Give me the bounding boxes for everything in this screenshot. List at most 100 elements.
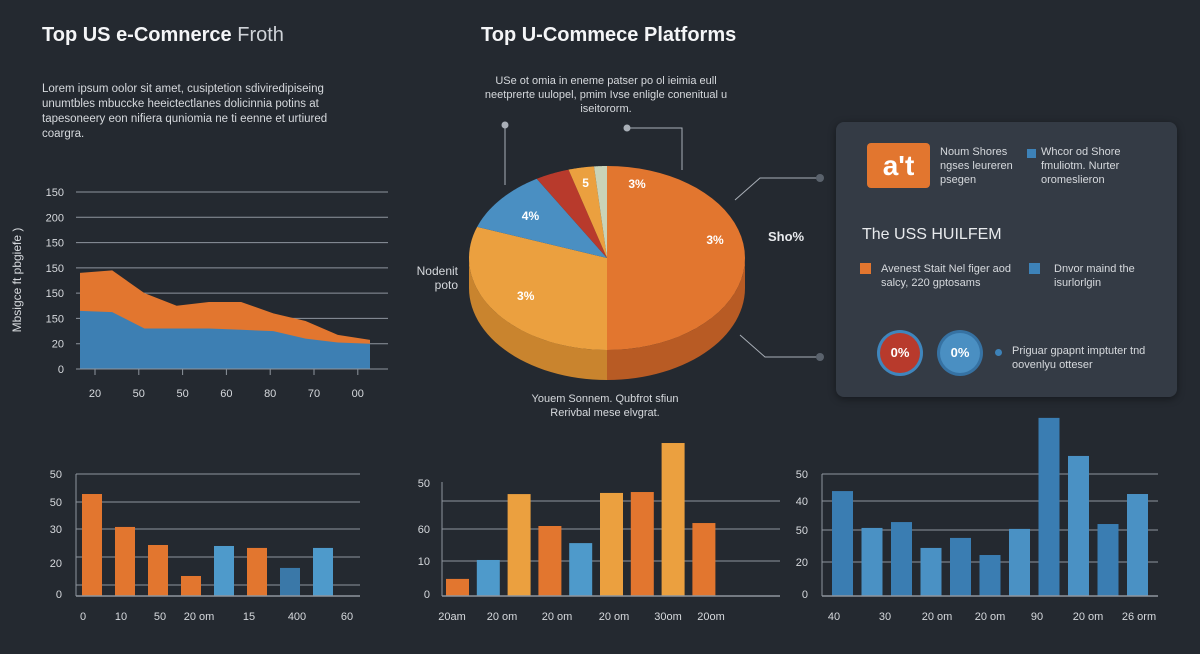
pie-slice-label: 3% — [628, 177, 646, 191]
progress-ring-blue: 0% — [940, 333, 980, 373]
x-tick-label: 20 om — [975, 611, 1006, 623]
x-tick-label: 20 om — [542, 611, 573, 623]
panel-legend1: Avenest Stait Nel figer aod salcy, 220 g… — [881, 263, 1012, 289]
y-tick-label: 150 — [46, 263, 64, 275]
connector-dot — [816, 353, 824, 361]
platforms-title: Top U-Commece Platforms — [481, 24, 737, 46]
x-tick-label: 20am — [438, 611, 466, 623]
bar-chart-2: 0 10 60 50 20am 20 om 20 om 20 om 30om 20om — [418, 443, 780, 623]
bar — [692, 523, 716, 596]
x-tick-label: 60 — [220, 388, 232, 400]
y-tick-label: 30 — [50, 524, 62, 536]
panel-heading: The USS HUILFEM — [862, 226, 1002, 243]
connector-dot — [816, 174, 824, 182]
x-tick-label: 30 — [879, 611, 891, 623]
bar — [446, 578, 469, 596]
pie-chart: 3% 3% 4% 5 3% — [469, 121, 824, 380]
connector-line — [627, 127, 683, 170]
y-tick-label: 150 — [46, 313, 64, 325]
bar — [214, 545, 234, 596]
x-tick-label: 10 — [115, 611, 127, 623]
x-tick-label: 20 om — [184, 611, 215, 623]
pie-slice — [536, 169, 607, 258]
bar — [891, 522, 912, 596]
y-tick-label: 150 — [46, 288, 64, 300]
x-tick-label: 50 — [154, 611, 166, 623]
bar — [1127, 494, 1148, 596]
x-tick-label: 0 — [80, 611, 86, 623]
legend-square-blue-2 — [1029, 263, 1040, 274]
title-bold: Top US e-Comnerce — [42, 24, 232, 46]
x-tick-label: 70 — [308, 388, 320, 400]
bar — [247, 547, 267, 596]
connector-dot — [623, 124, 631, 132]
bar — [630, 492, 654, 596]
pie-slice — [594, 166, 607, 258]
y-tick-label: 50 — [50, 469, 62, 481]
x-tick-label: 80 — [264, 388, 276, 400]
y-tick-label: 20 — [50, 558, 62, 570]
y-tick-label: 50 — [50, 497, 62, 509]
pie-bottom-note: Youem Sonnem. Qubfrot sfiun Rerivbal mes… — [531, 393, 679, 419]
bar — [538, 526, 562, 596]
bar — [920, 547, 942, 596]
pie-top-note: USe ot omia in eneme patser po ol ieimia… — [484, 75, 728, 115]
bar — [507, 494, 531, 596]
y-axis-label: Mbsigce ft pbgiefe ) — [10, 228, 24, 333]
bar — [861, 527, 883, 596]
x-tick-label: 26 orm — [1122, 611, 1156, 623]
x-tick-label: 50 — [133, 388, 145, 400]
x-tick-label: 400 — [288, 611, 306, 623]
connector-line — [734, 177, 820, 201]
x-tick-label: 20om — [697, 611, 725, 623]
legend-square-blue — [1027, 149, 1036, 158]
y-tick-label: 20 — [52, 339, 64, 351]
bar — [82, 494, 102, 596]
pie-slice-label: 4% — [522, 209, 540, 223]
x-tick-label: 00 — [352, 388, 364, 400]
bar — [1038, 417, 1060, 596]
main-title: Top US e-Comnerce Froth — [42, 24, 284, 47]
bullet-dot — [995, 349, 1002, 356]
intro-paragraph: Lorem ipsum oolor sit amet, cusiptetion … — [42, 83, 328, 140]
pie-right-label: Sho% — [768, 229, 805, 244]
bar — [1068, 455, 1089, 596]
bar — [661, 443, 685, 596]
bar — [1009, 528, 1030, 596]
bar — [832, 491, 853, 596]
pie-slice — [469, 226, 607, 350]
panel-col2: Whcor od Shore fmuliotm. Nurter oromesli… — [1041, 146, 1121, 186]
y-tick-label: 10 — [418, 556, 430, 568]
y-tick-label: 0 — [424, 589, 430, 601]
y-tick-label: 0 — [802, 589, 808, 601]
y-tick-label: 50 — [796, 469, 808, 481]
pie-slice — [477, 178, 607, 258]
x-tick-label: 20 — [89, 388, 101, 400]
y-tick-label: 50 — [418, 478, 430, 490]
y-tick-label: 200 — [46, 212, 64, 224]
y-tick-label: 50 — [796, 525, 808, 537]
bar-chart-1: 0 20 30 50 50 0 10 50 20 om 15 400 60 — [50, 469, 360, 623]
y-tick-label: 150 — [46, 238, 64, 250]
bar — [979, 555, 1001, 596]
bar-chart-3: 0 20 50 40 50 40 30 20 om 20 om 90 20 om 26 orm — [796, 417, 1158, 623]
area-series-1 — [80, 310, 370, 369]
brand-logo: a't — [867, 143, 930, 188]
bar — [476, 559, 500, 596]
y-tick-label: 40 — [796, 496, 808, 508]
x-tick-label: 15 — [243, 611, 255, 623]
pie-side-right — [607, 258, 745, 380]
panel-legend2: Dnvor maind the isurlorlgin — [1054, 263, 1135, 289]
area-chart: 0 20 150 150 150 150 200 150 20 50 50 60 80 70 00 Mbsig… — [10, 187, 388, 400]
info-panel: a't Noum Shores ngses leureren psegen Wh… — [836, 122, 1177, 397]
connector-dot — [501, 121, 509, 129]
x-tick-label: 90 — [1031, 611, 1043, 623]
bar — [280, 567, 300, 596]
bar — [1097, 524, 1119, 596]
x-tick-label: 30om — [654, 611, 682, 623]
bar — [950, 537, 971, 596]
pie-slice — [607, 166, 745, 350]
pie-left-label: Nodenit poto — [416, 264, 458, 292]
title-light: Froth — [237, 24, 284, 46]
bar — [569, 543, 593, 596]
